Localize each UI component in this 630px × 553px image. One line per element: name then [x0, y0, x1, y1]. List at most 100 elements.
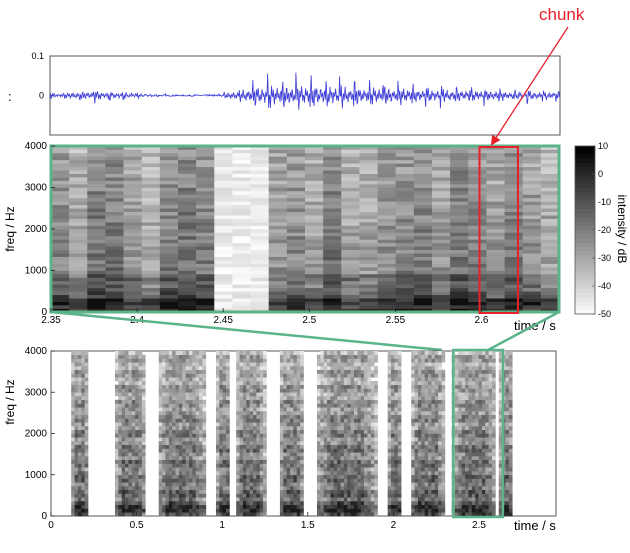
zoom-spectrogram-cell — [359, 219, 377, 223]
full-spectrogram-cell — [125, 430, 129, 434]
zoom-spectrogram-cell — [432, 198, 450, 202]
full-spectrogram-cell — [290, 437, 294, 441]
full-spectrogram-cell — [223, 351, 227, 355]
full-spectrogram-cell — [324, 497, 328, 501]
zoom-spectrogram-cell — [378, 167, 396, 171]
zoom-spectrogram-cell — [69, 295, 87, 299]
zoom-spectrogram-cell — [124, 267, 142, 271]
full-spectrogram-cell — [142, 430, 146, 434]
full-spectrogram-cell — [411, 456, 415, 460]
zoom-spectrogram-cell — [196, 156, 214, 160]
zoom-spectrogram-cell — [251, 160, 269, 164]
full-spectrogram-cell — [246, 467, 250, 471]
full-spectrogram-cell — [341, 411, 345, 415]
full-spectrogram-cell — [250, 482, 254, 486]
full-spectrogram-cell — [334, 441, 338, 445]
zoom-spectrogram-cell — [251, 215, 269, 219]
full-spectrogram-cell — [438, 475, 442, 479]
full-spectrogram-cell — [196, 422, 200, 426]
zoom-spectrogram-cell — [468, 229, 486, 233]
zoom-spectrogram-cell — [323, 163, 341, 167]
zoom-spectrogram-cell — [523, 153, 541, 157]
full-spectrogram-cell — [327, 475, 331, 479]
zoom-spectrogram-cell — [69, 257, 87, 261]
full-spectrogram-cell — [371, 512, 375, 516]
full-spectrogram-cell — [425, 490, 429, 494]
full-spectrogram-cell — [287, 381, 291, 385]
zoom-spectrogram-cell — [232, 281, 250, 285]
full-spectrogram-cell — [341, 449, 345, 453]
full-spectrogram-cell — [300, 422, 304, 426]
full-spectrogram-cell — [253, 370, 257, 374]
full-spectrogram-cell — [122, 404, 126, 408]
full-spectrogram-cell — [421, 501, 425, 505]
full-spectrogram-cell — [411, 430, 415, 434]
zoom-spectrogram-cell — [359, 295, 377, 299]
full-spectrogram-cell — [283, 370, 287, 374]
zoom-spectrogram-cell — [196, 163, 214, 167]
full-spectrogram-cell — [293, 359, 297, 363]
full-spectrogram-cell — [142, 355, 146, 359]
full-spectrogram-cell — [219, 460, 223, 464]
full-spectrogram-cell — [347, 407, 351, 411]
zoom-spectrogram-cell — [523, 163, 541, 167]
full-spectrogram-cell — [179, 370, 183, 374]
full-spectrogram-cell — [435, 404, 439, 408]
full-spectrogram-cell — [196, 411, 200, 415]
zoom-spectrogram-cell — [124, 174, 142, 178]
full-spectrogram-cell — [71, 494, 75, 498]
zoom-spectrogram-cell — [541, 295, 559, 299]
full-spectrogram-cell — [203, 381, 207, 385]
zoom-spectrogram-cell — [541, 156, 559, 160]
full-spectrogram-cell — [300, 509, 304, 513]
full-spectrogram-cell — [71, 482, 75, 486]
full-spectrogram-cell — [243, 482, 247, 486]
zoom-spectrogram-cell — [305, 191, 323, 195]
zoom-spectrogram-cell — [450, 194, 468, 198]
full-spectrogram-cell — [293, 501, 297, 505]
full-spectrogram-cell — [189, 422, 193, 426]
zoom-spectrogram-cell — [232, 219, 250, 223]
zoom-spectrogram-cell — [523, 250, 541, 254]
full-spectrogram-cell — [263, 467, 267, 471]
zoom-spectrogram-cell — [414, 156, 432, 160]
full-spectrogram-cell — [203, 404, 207, 408]
full-spectrogram-cell — [78, 385, 82, 389]
full-spectrogram-cell — [172, 471, 176, 475]
zoom-spectrogram-cell — [359, 163, 377, 167]
full-spectrogram-cell — [361, 430, 365, 434]
zoom-spectrogram-cell — [432, 257, 450, 261]
full-spectrogram-cell — [388, 392, 392, 396]
full-spectrogram-cell — [354, 377, 358, 381]
full-spectrogram-cell — [367, 505, 371, 509]
full-spectrogram-cell — [357, 460, 361, 464]
full-spectrogram-cell — [85, 381, 89, 385]
full-spectrogram-cell — [357, 475, 361, 479]
full-spectrogram-cell — [192, 392, 196, 396]
zoom-spectrogram-cell — [359, 212, 377, 216]
zoom-spectrogram-cell — [432, 246, 450, 250]
full-spectrogram-cell — [371, 449, 375, 453]
zoom-spectrogram-cell — [69, 232, 87, 236]
full-spectrogram-cell — [169, 389, 173, 393]
full-spectrogram-cell — [425, 422, 429, 426]
full-spectrogram-cell — [165, 479, 169, 483]
zoom-spectrogram-cell — [305, 167, 323, 171]
full-spectrogram-cell — [240, 377, 244, 381]
full-spectrogram-cell — [324, 482, 328, 486]
full-spectrogram-cell — [283, 497, 287, 501]
full-spectrogram-cell — [223, 389, 227, 393]
full-spectrogram-cell — [280, 385, 284, 389]
full-spectrogram-cell — [243, 460, 247, 464]
full-spectrogram-cell — [374, 437, 378, 441]
full-spectrogram-cell — [250, 501, 254, 505]
full-spectrogram-cell — [351, 437, 355, 441]
full-spectrogram-cell — [418, 411, 422, 415]
full-spectrogram-cell — [300, 362, 304, 366]
zoom-spectrogram-cell — [432, 250, 450, 254]
full-spectrogram-cell — [398, 374, 402, 378]
full-spectrogram-cell — [118, 475, 122, 479]
full-spectrogram-cell — [297, 419, 301, 423]
full-spectrogram-cell — [75, 512, 79, 516]
full-spectrogram-cell — [203, 486, 207, 490]
